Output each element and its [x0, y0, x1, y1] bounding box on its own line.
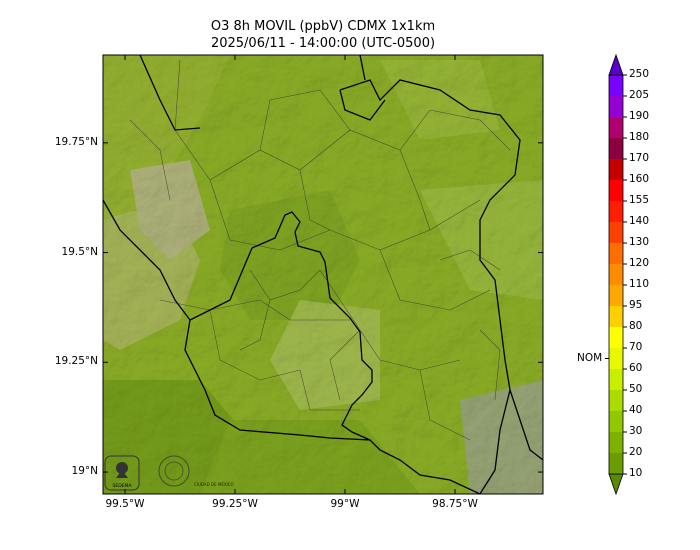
colorbar-tick-label: 50: [629, 383, 643, 395]
y-tick-label: 19.5°N: [61, 245, 98, 258]
colorbar-tick-label: 30: [629, 425, 643, 437]
colorbar-segment: [609, 264, 623, 285]
x-tick-label: 99°W: [330, 498, 360, 510]
colorbar-segment: [609, 348, 623, 369]
colorbar-segment: [609, 180, 623, 201]
colorbar-tick-label: 250: [629, 68, 650, 80]
map-frame: [102, 54, 544, 495]
colorbar-segment: [609, 432, 623, 453]
y-axis-ticks: [103, 142, 543, 473]
x-axis-ticks: [124, 55, 456, 494]
state-boundaries: [103, 55, 543, 494]
map-plot-area: SEDEMA CIUDAD DE MÉXICO: [103, 55, 543, 494]
colorbar-tick-label: 70: [629, 341, 643, 353]
cdmx-seal-icon: CIUDAD DE MÉXICO: [158, 455, 234, 487]
colorbar-extend-low: [608, 473, 624, 496]
colorbar-tick-label: 170: [629, 152, 650, 164]
colorbar-segment: [609, 327, 623, 348]
x-tick-label: 98.75°W: [432, 498, 478, 510]
colorbar-segment: [609, 75, 623, 96]
colorbar-tick-label: 130: [629, 236, 650, 248]
colorbar-segment: [609, 117, 623, 138]
y-tick-label: 19.25°N: [54, 355, 98, 368]
map-title: O3 8h MOVIL (ppbV) CDMX 1x1km: [210, 19, 436, 34]
colorbar-segment: [609, 369, 623, 390]
colorbar-tick-label: 60: [629, 362, 643, 374]
colorbar-segment: [609, 243, 623, 264]
colorbar-segment: [609, 159, 623, 180]
colorbar-tick-label: 120: [629, 257, 650, 269]
colorbar-tick-label: 190: [629, 110, 650, 122]
colorbar-tick-label: 110: [629, 278, 650, 290]
colorbar-segment: [609, 96, 623, 117]
y-tick-label: 19.75°N: [54, 135, 98, 148]
colorbar-segment: [609, 285, 623, 306]
colorbar-segment: [609, 306, 623, 327]
cdmx-seal-text: CIUDAD DE MÉXICO: [194, 482, 234, 487]
colorbar-tick-label: 10: [629, 467, 643, 479]
colorbar-segment: [609, 411, 623, 432]
colorbar-tick-label: 20: [629, 446, 643, 458]
sedema-logo-icon: SEDEMA: [104, 455, 140, 491]
colorbar-tick-label: 140: [629, 215, 650, 227]
colorbar-tick-label: 205: [629, 89, 650, 101]
colorbar: [605, 53, 627, 496]
municipal-boundaries: [129, 59, 511, 441]
colorbar-tick-label: 160: [629, 173, 650, 185]
colorbar-tick-label: 80: [629, 320, 643, 332]
colorbar-tick-label: 180: [629, 131, 650, 143]
colorbar-extend-high: [608, 53, 624, 76]
colorbar-outline: [608, 74, 624, 475]
colorbar-segment: [609, 390, 623, 411]
sedema-logo-text: SEDEMA: [113, 483, 133, 489]
colorbar-tick-label: 40: [629, 404, 643, 416]
colorbar-reference-label: NOM: [577, 351, 603, 364]
colorbar-segment: [609, 453, 623, 474]
colorbar-tick-label: 155: [629, 194, 650, 206]
map-subtitle-datetime: 2025/06/11 - 14:00:00 (UTC-0500): [210, 36, 436, 51]
colorbar-tick-label: 95: [629, 299, 643, 311]
colorbar-segment: [609, 222, 623, 243]
y-tick-label: 19°N: [71, 465, 98, 478]
colorbar-segment: [609, 201, 623, 222]
x-tick-label: 99.5°W: [105, 498, 145, 510]
colorbar-segment: [609, 138, 623, 159]
x-tick-label: 99.25°W: [212, 498, 258, 510]
